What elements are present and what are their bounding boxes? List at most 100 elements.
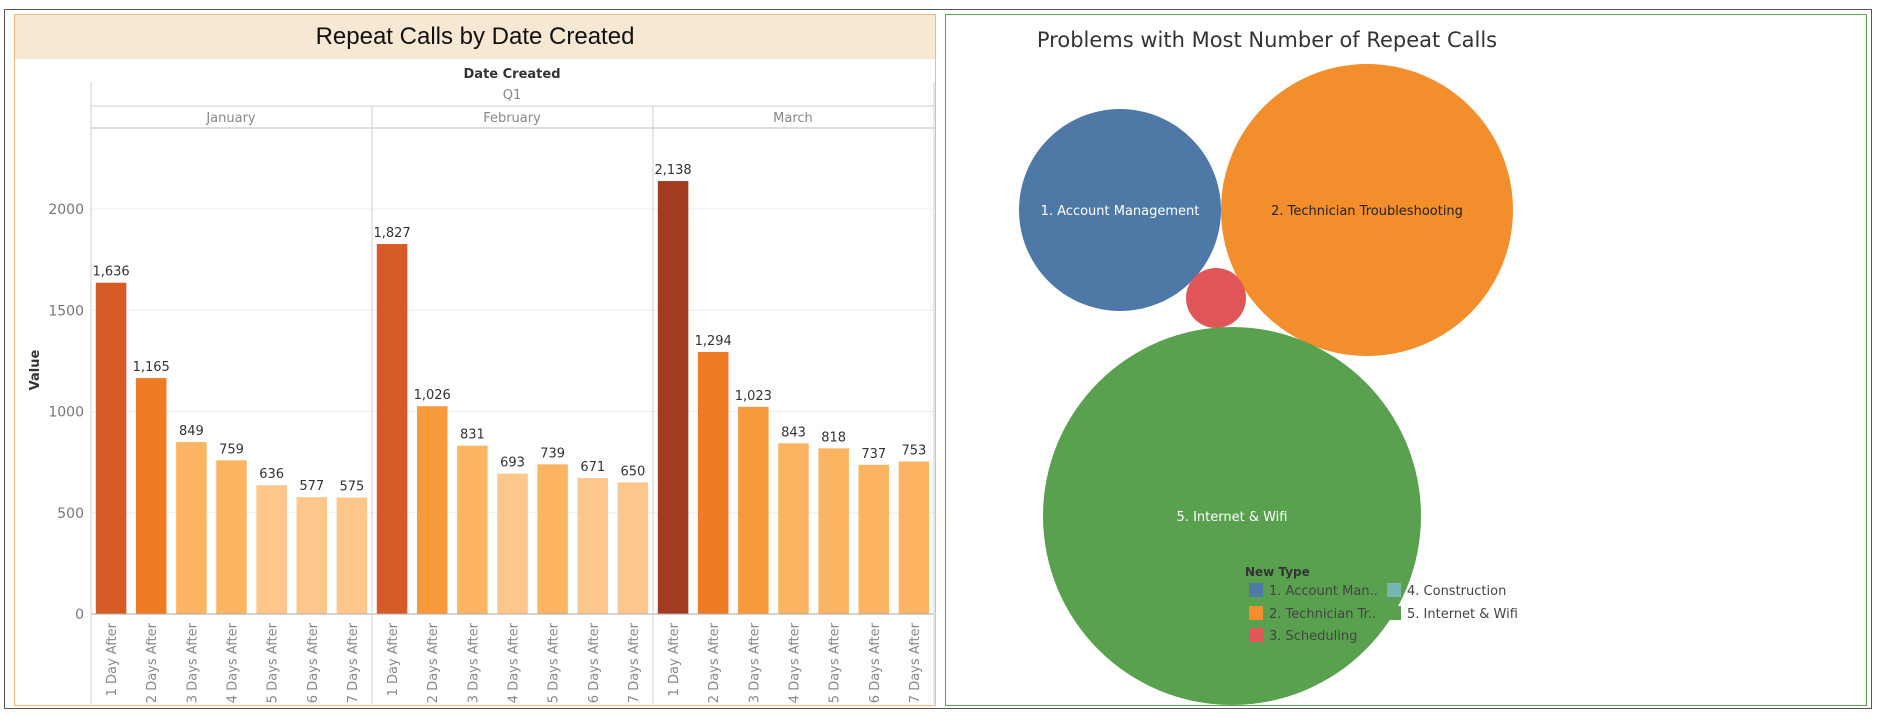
x-tick-label: 4 Days After	[507, 622, 522, 703]
bar-value-label: 1,827	[373, 226, 410, 241]
bubble-1[interactable]	[1019, 109, 1221, 311]
bar-january-1[interactable]	[95, 282, 127, 614]
y-tick-label: 0	[75, 607, 84, 623]
y-tick-label: 500	[57, 506, 84, 522]
bar-value-label: 2,138	[654, 163, 691, 178]
bar-value-label: 636	[259, 467, 284, 482]
month-label-january: January	[205, 111, 256, 126]
bar-january-5[interactable]	[256, 485, 287, 614]
legend-title: New Type	[1245, 565, 1310, 579]
bar-value-label: 1,294	[695, 334, 732, 349]
bar-january-3[interactable]	[176, 442, 207, 614]
bar-march-6[interactable]	[858, 464, 890, 614]
bar-value-label: 1,026	[414, 388, 451, 403]
bar-february-6[interactable]	[577, 478, 609, 614]
bar-value-label: 753	[902, 444, 927, 459]
bar-value-label: 693	[500, 456, 525, 471]
month-label-march: March	[773, 111, 813, 126]
bar-february-2[interactable]	[416, 406, 448, 614]
bar-march-3[interactable]	[738, 406, 769, 614]
x-tick-label: 3 Days After	[747, 622, 762, 703]
dashboard-frame	[4, 9, 1872, 709]
bubble-3[interactable]	[1186, 268, 1246, 328]
bar-march-7[interactable]	[898, 461, 930, 614]
x-tick-label: 7 Days After	[908, 622, 923, 703]
x-tick-label: 4 Days After	[788, 622, 803, 703]
x-tick-label: 1 Day After	[386, 622, 401, 696]
bar-value-label: 818	[821, 430, 846, 445]
left-title-bar: Repeat Calls by Date Created	[15, 15, 935, 59]
legend-item-label[interactable]: 5. Internet & Wifi	[1407, 607, 1518, 622]
bar-january-4[interactable]	[216, 460, 247, 614]
bar-march-2[interactable]	[697, 351, 729, 614]
bubble-2[interactable]	[1221, 64, 1513, 356]
bar-chart: Date Created Q1 January February March V…	[28, 67, 935, 704]
x-tick-label: 2 Days After	[707, 622, 722, 703]
legend-swatch	[1249, 606, 1263, 620]
x-tick-label: 6 Days After	[306, 622, 321, 703]
bar-february-7[interactable]	[617, 482, 649, 614]
x-tick-label: 7 Days After	[627, 622, 642, 703]
date-created-header: Date Created	[464, 67, 561, 82]
bar-march-5[interactable]	[818, 448, 849, 614]
bar-february-1[interactable]	[376, 244, 408, 614]
legend-item-label[interactable]: 3. Scheduling	[1269, 629, 1357, 644]
bubble-chart-title: Problems with Most Number of Repeat Call…	[1037, 28, 1497, 52]
legend-item-label[interactable]: 2. Technician Tr..	[1269, 607, 1376, 622]
x-tick-label: 1 Day After	[667, 622, 682, 696]
bar-value-label: 849	[179, 424, 204, 439]
x-tick-label: 4 Days After	[226, 622, 241, 703]
bar-february-3[interactable]	[457, 445, 488, 614]
x-tick-label: 5 Days After	[266, 622, 281, 703]
legend-swatch	[1387, 583, 1401, 597]
bar-value-label: 577	[299, 479, 324, 494]
legend-item-label[interactable]: 4. Construction	[1407, 584, 1506, 599]
month-label-february: February	[483, 111, 541, 126]
x-tick-label: 5 Days After	[547, 622, 562, 703]
y-tick-label: 1000	[48, 405, 84, 421]
legend-swatch	[1249, 628, 1263, 642]
legend-swatch	[1249, 583, 1263, 597]
y-axis-title: Value	[28, 349, 43, 390]
x-tick-label: 6 Days After	[587, 622, 602, 703]
bar-value-label: 671	[580, 460, 605, 475]
bubble-label: 5. Internet & Wifi	[1177, 510, 1288, 525]
legend-item-label[interactable]: 1. Account Man..	[1269, 584, 1378, 599]
bar-value-label: 650	[621, 464, 646, 479]
bar-value-label: 843	[781, 425, 806, 440]
bar-march-4[interactable]	[778, 443, 809, 614]
bar-february-5[interactable]	[537, 464, 568, 614]
bar-value-label: 1,636	[92, 265, 129, 280]
bar-january-7[interactable]	[336, 497, 368, 614]
x-tick-label: 3 Days After	[185, 622, 200, 703]
bubble-chart: Problems with Most Number of Repeat Call…	[1019, 28, 1518, 705]
x-tick-label: 5 Days After	[828, 622, 843, 703]
x-tick-label: 1 Day After	[105, 622, 120, 696]
bubble-5[interactable]	[1043, 327, 1421, 705]
bar-january-6[interactable]	[296, 497, 328, 614]
bubble-legend: New Type 1. Account Man.. 2. Technician T…	[1245, 565, 1518, 644]
left-chart-title: Repeat Calls by Date Created	[315, 23, 635, 50]
bubble-label: 2. Technician Troubleshooting	[1271, 204, 1463, 219]
x-tick-label: 2 Days After	[426, 622, 441, 703]
x-tick-label: 7 Days After	[346, 622, 361, 703]
y-tick-label: 1500	[48, 303, 84, 319]
y-tick-label: 2000	[48, 202, 84, 218]
bar-value-label: 1,023	[735, 389, 772, 404]
x-tick-label: 6 Days After	[868, 622, 883, 703]
legend-swatch	[1387, 606, 1401, 620]
bar-value-label: 831	[460, 428, 485, 443]
bar-february-4[interactable]	[497, 473, 528, 614]
bar-value-label: 737	[861, 447, 886, 462]
bubble-label: 1. Account Management	[1041, 204, 1200, 219]
bar-march-1[interactable]	[657, 181, 689, 614]
x-tick-label: 2 Days After	[145, 622, 160, 703]
bar-january-2[interactable]	[135, 378, 167, 614]
bar-value-label: 739	[540, 446, 565, 461]
quarter-label: Q1	[503, 88, 522, 103]
x-tick-label: 3 Days After	[466, 622, 481, 703]
bar-value-label: 759	[219, 442, 244, 457]
bar-value-label: 575	[340, 480, 365, 495]
bar-value-label: 1,165	[133, 360, 170, 375]
